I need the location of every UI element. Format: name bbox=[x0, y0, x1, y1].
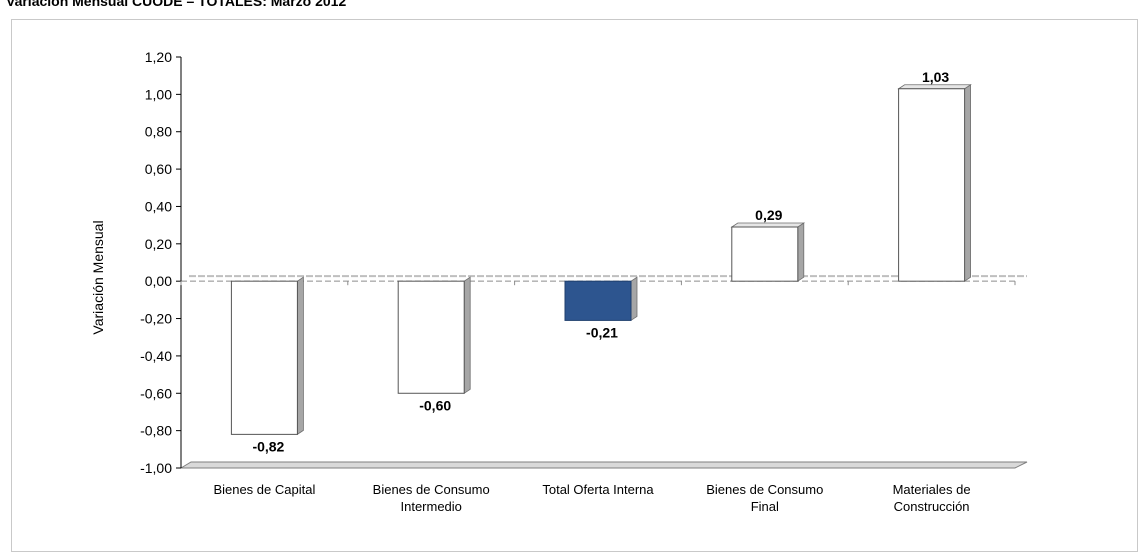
bar-value-label: -0,82 bbox=[252, 438, 284, 454]
x-tick-label: Bienes de Capital bbox=[213, 482, 315, 497]
y-tick-label: -0,60 bbox=[140, 385, 172, 401]
bar bbox=[397, 280, 465, 394]
y-tick-label: -0,20 bbox=[140, 311, 172, 327]
y-tick-label: -1,00 bbox=[140, 460, 172, 476]
y-tick-label: 1,00 bbox=[145, 86, 172, 102]
bar-top bbox=[897, 84, 972, 90]
x-tick-label: Materiales de bbox=[893, 482, 971, 497]
y-tick-label: -0,80 bbox=[140, 423, 172, 439]
x-tick-label: Intermedio bbox=[400, 499, 461, 514]
bar-value-label: -0,21 bbox=[586, 324, 618, 340]
y-tick-label: 0,20 bbox=[145, 236, 172, 252]
bar-side bbox=[964, 84, 971, 282]
bar-side bbox=[797, 222, 805, 282]
y-tick-label: 0,00 bbox=[145, 273, 172, 289]
bar-value-label: -0,60 bbox=[419, 397, 451, 413]
bar-side bbox=[630, 276, 638, 322]
bar-side bbox=[463, 276, 471, 395]
bar bbox=[898, 88, 966, 282]
x-tick-label: Total Oferta Interna bbox=[542, 482, 654, 497]
y-tick-label: 0,40 bbox=[145, 198, 172, 214]
x-tick-label: Bienes de Consumo bbox=[706, 482, 823, 497]
chart-title: Variación Mensual CUODE – TOTALES: Marzo… bbox=[6, 0, 347, 9]
y-tick-label: 1,20 bbox=[145, 49, 172, 65]
x-tick-label: Final bbox=[751, 499, 779, 514]
x-tick-label: Bienes de Consumo bbox=[373, 482, 490, 497]
x-tick-label: Construcción bbox=[894, 499, 970, 514]
y-tick-label: 0,80 bbox=[145, 124, 172, 140]
bar bbox=[564, 280, 632, 321]
y-tick-label: -0,40 bbox=[140, 348, 172, 364]
chart-floor bbox=[179, 461, 1028, 469]
y-tick-label: 0,60 bbox=[145, 161, 172, 177]
bar bbox=[230, 280, 298, 435]
y-axis-title: Variación Mensual bbox=[90, 220, 106, 334]
bar-side bbox=[296, 276, 304, 436]
bar-value-label: 0,29 bbox=[755, 207, 782, 223]
bar-top bbox=[730, 222, 806, 228]
bar-value-label: 1,03 bbox=[922, 69, 949, 85]
bar bbox=[731, 226, 799, 282]
